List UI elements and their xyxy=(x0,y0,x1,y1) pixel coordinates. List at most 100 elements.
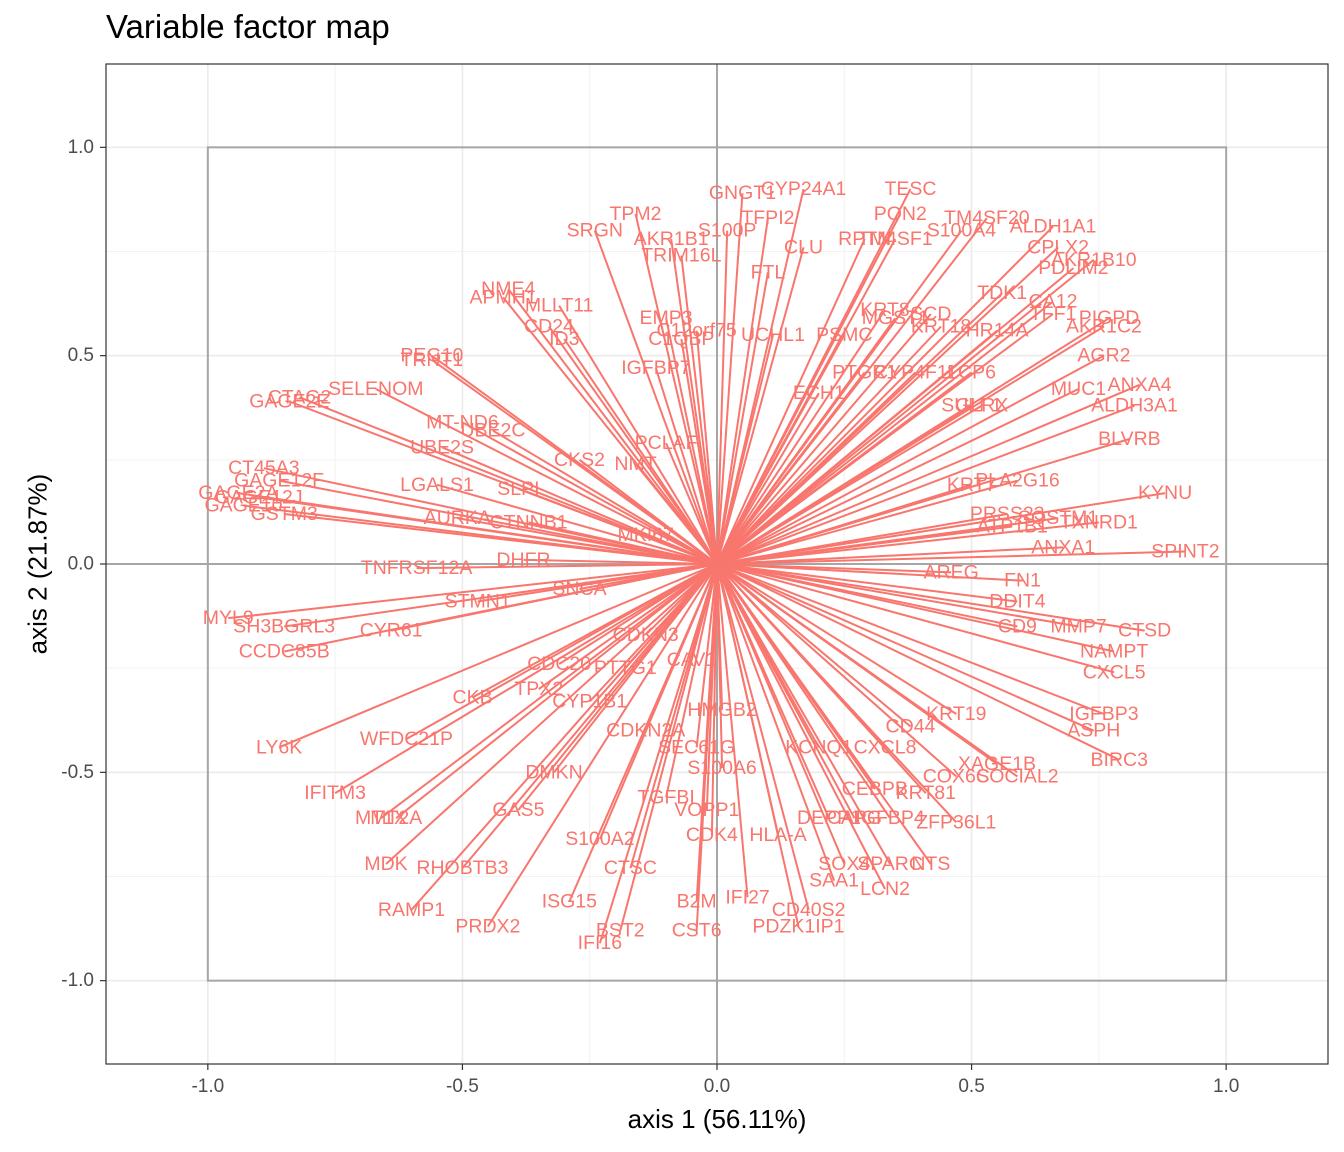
label-peg10: PEG10 xyxy=(400,345,463,367)
label-pttg1: PTTG1 xyxy=(594,657,657,679)
label-cyp4f11: CYP4F11 xyxy=(874,361,957,383)
label-krt81: KRT81 xyxy=(896,782,956,804)
arrow-hr14a xyxy=(716,329,998,565)
arrow-pdzk1ip1 xyxy=(716,563,800,927)
label-ftl: FTL xyxy=(751,261,786,283)
label-tpx2: TPX2 xyxy=(514,678,563,700)
arrow-mdk xyxy=(385,563,718,865)
label-sparc: SPARC xyxy=(857,853,923,875)
label-sulf1: SULF1 xyxy=(941,395,1002,417)
arrow-sh3bgrl3 xyxy=(284,563,718,628)
arrow-social2 xyxy=(716,563,1018,778)
y-tick-label: 1.0 xyxy=(68,137,94,158)
arrow-s100a6 xyxy=(716,563,724,769)
arrow-scd xyxy=(716,313,932,565)
label-trnt1: TRNT1 xyxy=(400,349,463,371)
arrow-tpx2 xyxy=(538,563,718,690)
label-mdk: MDK xyxy=(364,853,407,875)
arrow-aldh1a1 xyxy=(716,225,1054,565)
label-ly6k: LY6K xyxy=(256,736,302,758)
y-tick-label: -1.0 xyxy=(61,970,94,991)
label-gage12f: GAGE12F xyxy=(234,470,324,492)
arrow-rptn xyxy=(716,238,866,565)
label-akr1c2: AKR1C2 xyxy=(1066,316,1142,338)
label-gage12j: GAGE12J xyxy=(215,486,303,508)
label-snca: SNCA xyxy=(552,578,606,600)
arrow-cdk4 xyxy=(710,563,718,835)
label-tm4sf20: TM4SF20 xyxy=(944,207,1030,229)
arrow-ifi27 xyxy=(716,563,749,898)
arrow-saa1 xyxy=(716,563,836,882)
y-tick-label: 0.5 xyxy=(68,345,94,366)
label-akr1b10: AKR1B10 xyxy=(1051,249,1137,271)
label-mt2a: MT2A xyxy=(370,807,422,829)
arrow-sec61g xyxy=(695,563,718,748)
label-cyp1b1: CYP1B1 xyxy=(552,691,627,713)
label-tff1: TFF1 xyxy=(1030,303,1077,325)
arrow-zfp36l1 xyxy=(716,563,958,824)
x-tick-label: -0.5 xyxy=(446,1076,479,1097)
label-cst6: CST6 xyxy=(672,920,722,942)
arrow-krt18 xyxy=(716,325,942,565)
tick-layer: -1.0 -0.5 0.0 0.5 1.0 -1.0 -0.5 0.0 0.5 1.0 xyxy=(61,137,1239,1097)
label-dmkn: DMKN xyxy=(525,761,582,783)
label-cyr61: CYR61 xyxy=(360,620,423,642)
label-cebpb: CEBPB xyxy=(842,778,908,800)
label-cxcl8: CXCL8 xyxy=(854,736,917,758)
arrow-ramp1 xyxy=(410,563,718,911)
arrow-isg15 xyxy=(568,563,718,902)
arrow-anxa1 xyxy=(716,546,1064,565)
label-ca12: CA12 xyxy=(1029,291,1078,313)
label-vopp1: VOPP1 xyxy=(674,799,739,821)
arrow-cst6 xyxy=(695,563,718,931)
arrow-sulf1 xyxy=(716,404,973,565)
label-pla2g16: PLA2G16 xyxy=(975,470,1060,492)
arrow-c12orf75 xyxy=(695,330,718,565)
arrow-mki67 xyxy=(645,533,718,565)
label-cd9: CD9 xyxy=(998,616,1037,638)
label-slpi: SLPI xyxy=(497,478,539,500)
arrow-krt19 xyxy=(716,563,957,715)
label-igfbp3: IGFBP3 xyxy=(1069,703,1138,725)
label-social2: SOCIAL2 xyxy=(976,766,1058,788)
arrow-ly6k xyxy=(278,563,718,749)
arrow-mt1x xyxy=(380,563,718,819)
label-ddit4: DDIT4 xyxy=(989,591,1045,613)
label-id3: ID3 xyxy=(549,328,579,350)
label-xage1b: XAGE1B xyxy=(958,753,1036,775)
arrow-c1qbp xyxy=(680,338,718,565)
arrow-nampt xyxy=(716,563,1115,653)
label-gngt1: GNGT1 xyxy=(709,182,776,204)
arrow-mt2a xyxy=(395,563,718,819)
label-asph: ASPH xyxy=(1067,720,1120,742)
arrow-spint2 xyxy=(716,550,1186,565)
label-atp1b1: ATP1B1 xyxy=(977,516,1048,538)
arrow-tgfbi xyxy=(665,563,718,798)
label-srgn: SRGN xyxy=(567,220,623,242)
label-psmc: PSMC xyxy=(816,324,872,346)
arrow-psmc xyxy=(716,334,846,565)
label-selenom: SELENOM xyxy=(328,378,423,400)
arrow-agr2 xyxy=(716,354,1105,565)
label-tpm2: TPM2 xyxy=(610,203,662,225)
arrow-cd44 xyxy=(716,563,912,728)
arrow-ifi16 xyxy=(598,563,718,944)
label-depp1: DEPP1 xyxy=(797,807,861,829)
label-cav1: CAV1 xyxy=(667,649,717,671)
label-glrx: GLRX xyxy=(955,395,1008,417)
label-ccdc85b: CCDC85B xyxy=(239,641,330,663)
arrow-asph xyxy=(716,563,1095,732)
label-ube2c: UBE2C xyxy=(460,420,525,442)
label-blvrb: BLVRB xyxy=(1098,428,1161,450)
label-cdkn3: CDKN3 xyxy=(613,624,679,646)
label-ifi27: IFI27 xyxy=(725,886,769,908)
arrow-ctsd xyxy=(716,563,1145,632)
label-lcn2: LCN2 xyxy=(860,878,910,900)
label-gstm3: GSTM3 xyxy=(251,503,318,525)
x-tick-label: 0.5 xyxy=(958,1076,984,1097)
arrow-pla2g16 xyxy=(716,479,1018,565)
label-pdzk1ip1: PDZK1IP1 xyxy=(752,916,844,938)
label-areg: AREG xyxy=(924,561,979,583)
label-hmgb2: HMGB2 xyxy=(687,699,756,721)
